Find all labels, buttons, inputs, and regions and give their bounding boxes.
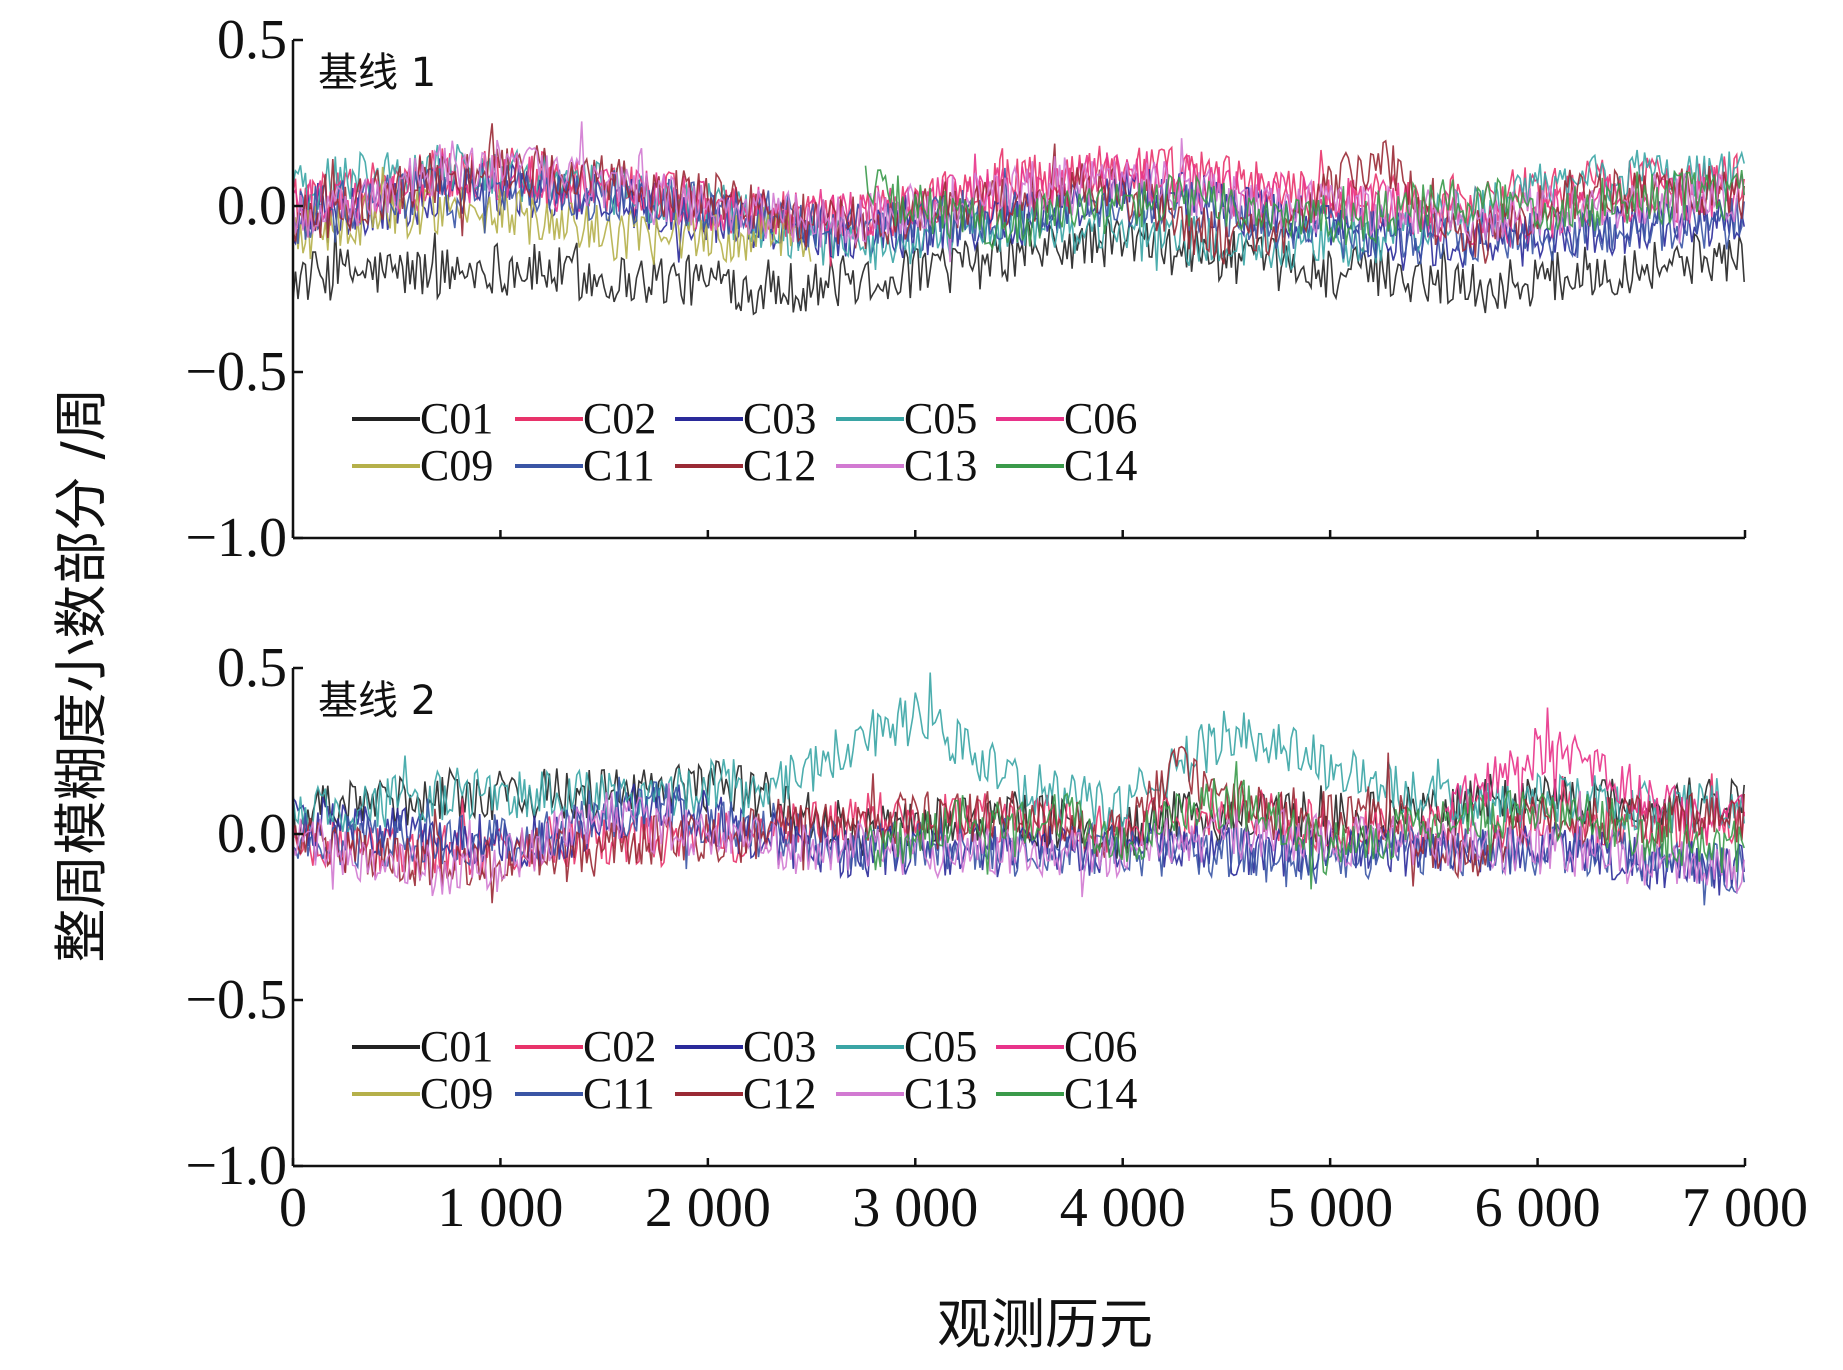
legend-item-c09: C09 [352, 441, 493, 490]
x-tick-label: 6 000 [1475, 1177, 1601, 1239]
series-line-c12 [292, 745, 1745, 904]
legend-item-c06: C06 [996, 1022, 1137, 1071]
legend-label: C09 [420, 441, 493, 490]
y-tick-label: −1.0 [185, 1135, 287, 1197]
legend-label: C01 [420, 394, 493, 443]
series-line-c09 [292, 166, 812, 265]
x-tick-label: 7 000 [1682, 1177, 1808, 1239]
legend-label: C09 [420, 1069, 493, 1118]
x-tick-label: 1 000 [437, 1177, 563, 1239]
legend-item-c14: C14 [996, 1069, 1137, 1118]
legend-item-c01: C01 [352, 394, 493, 443]
legend-item-c02: C02 [515, 394, 656, 443]
legend-label: C01 [420, 1022, 493, 1071]
legend-item-c14: C14 [996, 441, 1137, 490]
legend-item-c11: C11 [515, 441, 655, 490]
legend-item-c13: C13 [836, 1069, 977, 1118]
series-group [292, 121, 1745, 316]
panel-label: 基线 1 [318, 50, 436, 96]
panel-label: 基线 2 [318, 678, 436, 724]
x-tick-label: 4 000 [1060, 1177, 1186, 1239]
y-tick-label: −0.5 [185, 969, 287, 1031]
legend-item-c01: C01 [352, 1022, 493, 1071]
legend-item-c05: C05 [836, 394, 977, 443]
series-line-c13 [292, 782, 1745, 898]
series-line-c14 [864, 165, 1745, 252]
y-axis-title: 整周模糊度小数部分 /周 [50, 387, 113, 962]
legend-item-c09: C09 [352, 1069, 493, 1118]
legend-label: C06 [1064, 394, 1137, 443]
x-axis-title: 观测历元 [937, 1293, 1153, 1356]
panel-baseline-2: 0.5 0.0 −0.5 −1.00 1 000 2 000 3 000 4 000 5 000… [185, 637, 1808, 1239]
series-line-c13 [292, 121, 1745, 263]
legend-label: C03 [743, 1022, 816, 1071]
x-tick-label: 5 000 [1267, 1177, 1393, 1239]
series-line-c14 [864, 761, 1745, 890]
legend-label: C05 [904, 1022, 977, 1071]
y-tick-label: −1.0 [185, 507, 287, 569]
legend-item-c13: C13 [836, 441, 977, 490]
legend-label: C11 [583, 1069, 655, 1118]
legend: C01 C02 C03 C05 C06 C09 C11 C12 C13 C14 [352, 394, 1137, 490]
legend-item-c12: C12 [675, 441, 816, 490]
legend-label: C12 [743, 1069, 816, 1118]
legend-item-c03: C03 [675, 394, 816, 443]
legend-item-c02: C02 [515, 1022, 656, 1071]
series-line-c01 [292, 213, 1745, 316]
x-tick-label: 3 000 [852, 1177, 978, 1239]
y-tick-label: 0.5 [217, 637, 287, 699]
legend-item-c05: C05 [836, 1022, 977, 1071]
legend-label: C14 [1064, 441, 1137, 490]
legend-label: C03 [743, 394, 816, 443]
legend-label: C02 [583, 394, 656, 443]
y-tick-label: 0.0 [217, 175, 287, 237]
y-tick-label: 0.5 [217, 9, 287, 71]
legend-label: C02 [583, 1022, 656, 1071]
legend-item-c11: C11 [515, 1069, 655, 1118]
legend: C01 C02 C03 C05 C06 C09 C11 C12 C13 C14 [352, 1022, 1137, 1118]
legend-label: C13 [904, 441, 977, 490]
legend-label: C05 [904, 394, 977, 443]
legend-label: C06 [1064, 1022, 1137, 1071]
y-tick-label: 0.0 [217, 803, 287, 865]
x-tick-label: 2 000 [645, 1177, 771, 1239]
x-tick-label: 0 [279, 1177, 307, 1239]
legend-label: C11 [583, 441, 655, 490]
legend-item-c12: C12 [675, 1069, 816, 1118]
y-tick-label: −0.5 [185, 341, 287, 403]
legend-item-c06: C06 [996, 394, 1137, 443]
legend-label: C14 [1064, 1069, 1137, 1118]
series-line-c05 [292, 672, 1745, 834]
legend-label: C13 [904, 1069, 977, 1118]
series-group [292, 672, 1745, 906]
legend-item-c03: C03 [675, 1022, 816, 1071]
legend-label: C12 [743, 441, 816, 490]
